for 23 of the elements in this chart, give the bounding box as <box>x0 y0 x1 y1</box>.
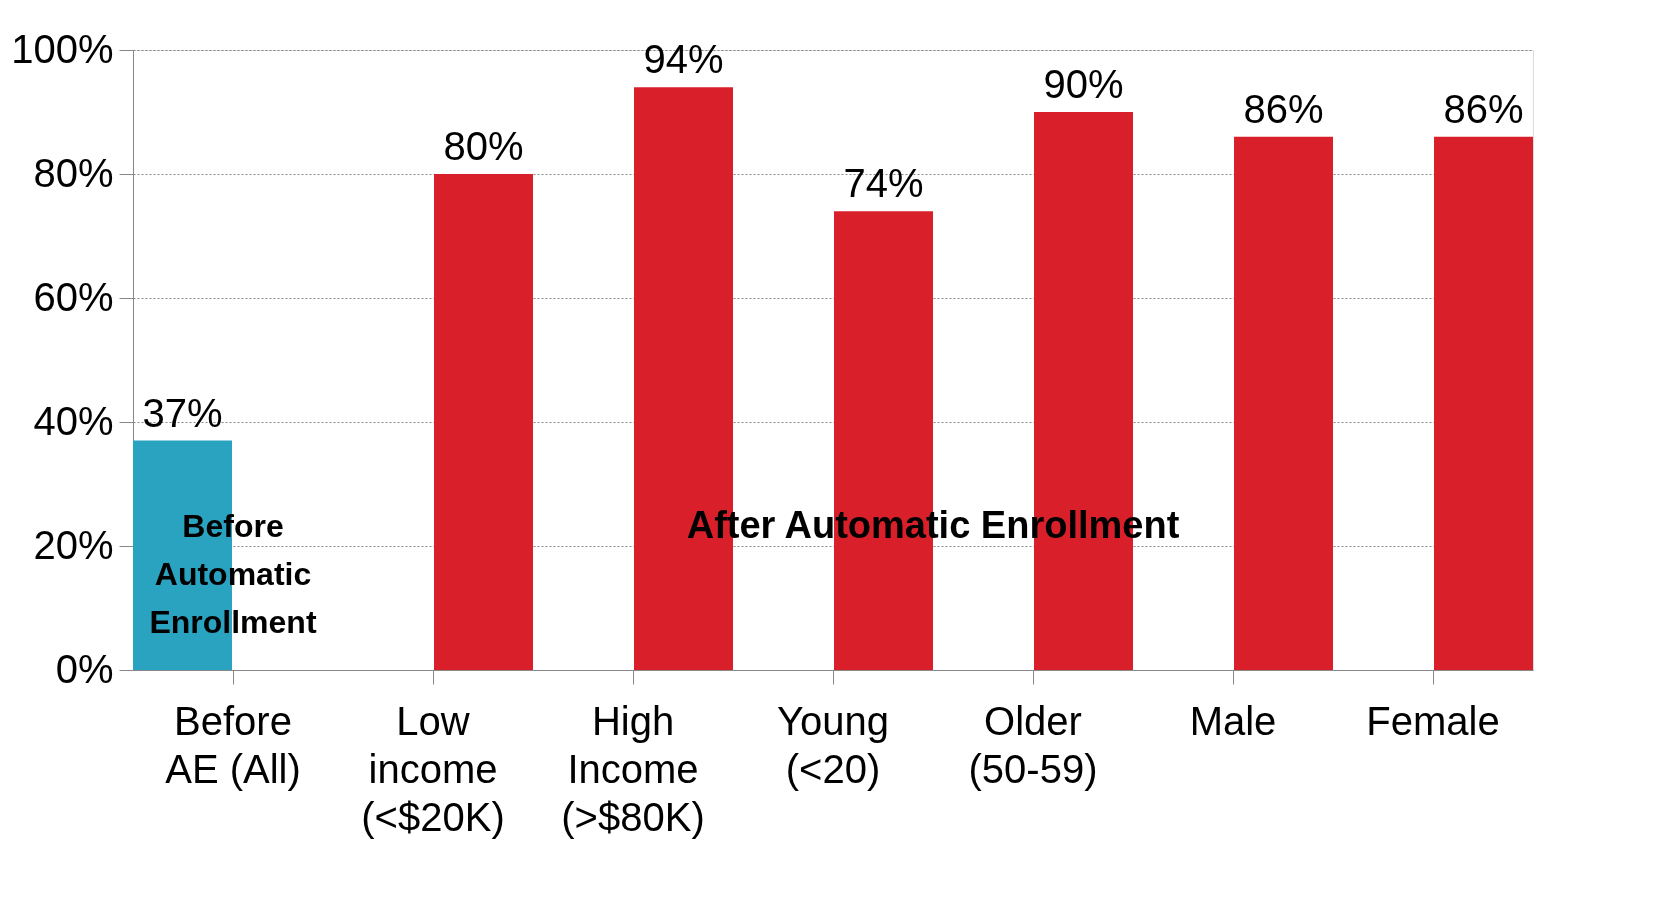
bar <box>434 174 533 670</box>
data-label: 80% <box>443 124 524 168</box>
x-tick-label: Female <box>1366 698 1500 743</box>
data-label: 86% <box>1243 86 1324 131</box>
x-tick-label: High Income (>$80K) <box>561 698 705 839</box>
y-tick-label: 100% <box>11 26 114 71</box>
y-tick-label: 80% <box>33 150 114 195</box>
x-tick-label: Young (<20) <box>777 698 889 791</box>
bar <box>1434 136 1533 670</box>
data-label: 90% <box>1043 62 1124 106</box>
y-tick-label: 0% <box>55 646 114 691</box>
data-label: 94% <box>643 37 724 82</box>
bar <box>1234 136 1333 670</box>
x-tick-label: Before AE (All) <box>165 698 301 791</box>
y-tick-label: 60% <box>33 274 114 319</box>
x-tick-label: Male <box>1189 698 1277 743</box>
data-label: 74% <box>843 161 924 206</box>
y-tick-label: 20% <box>33 522 114 567</box>
x-tick-label: Low income (<$20K) <box>361 698 505 839</box>
y-tick-label: 40% <box>33 398 114 443</box>
data-label: 37% <box>142 390 223 435</box>
data-label: 86% <box>1443 86 1524 131</box>
x-tick-label: Older (50-59) <box>968 698 1098 791</box>
